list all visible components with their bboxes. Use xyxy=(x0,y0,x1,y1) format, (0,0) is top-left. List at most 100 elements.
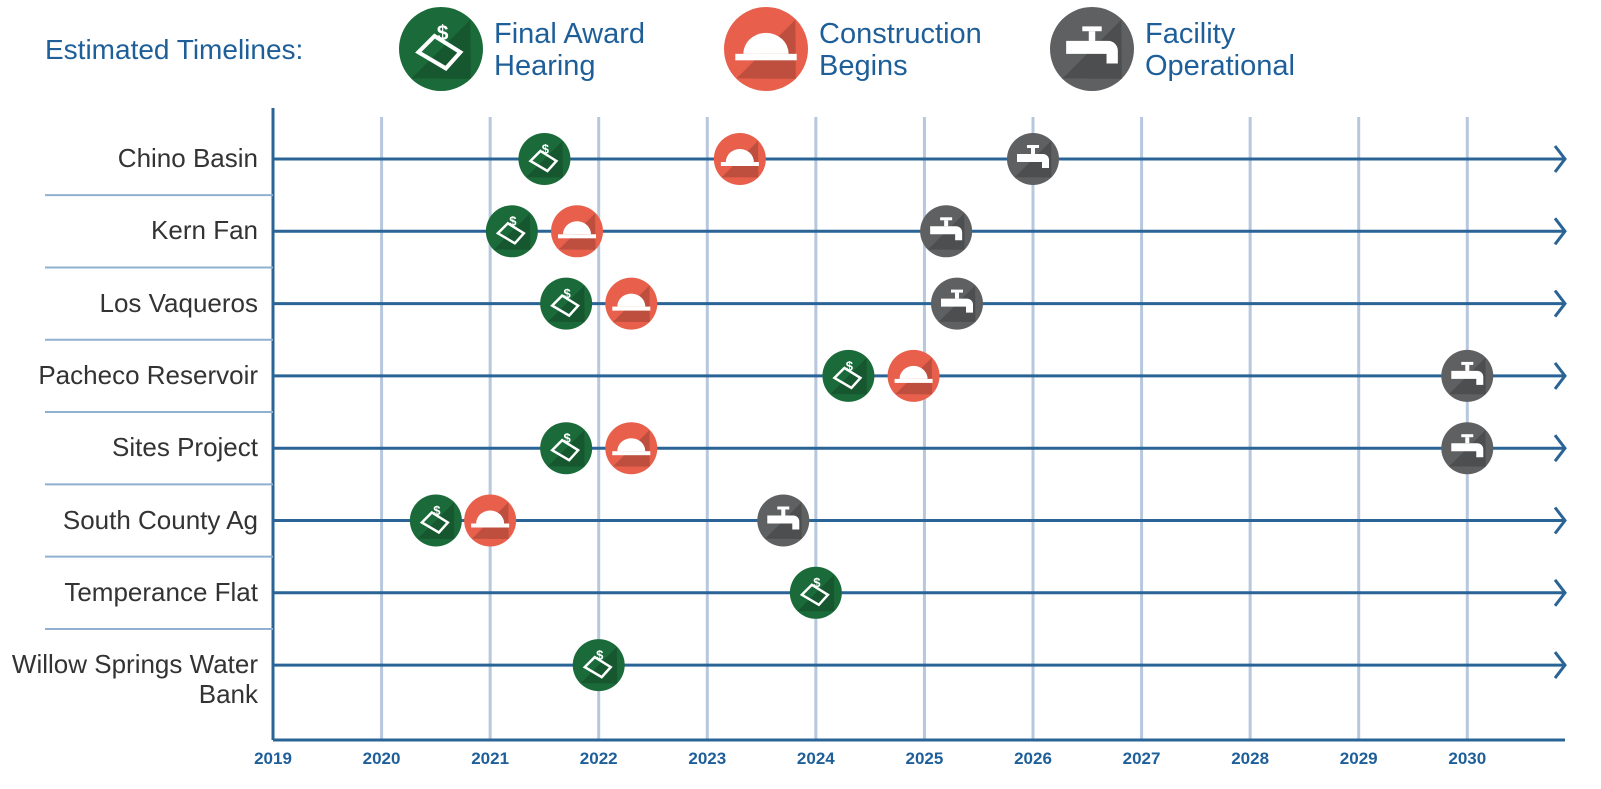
icon-glyph xyxy=(582,655,613,679)
category-label: Kern Fan xyxy=(151,215,258,246)
milestone-marker xyxy=(887,349,940,402)
icon-glyph xyxy=(471,523,510,528)
icon-glyph xyxy=(955,292,959,299)
icon-glyph xyxy=(941,298,973,313)
icon-glyph: $ xyxy=(813,575,821,590)
icon-glyph xyxy=(1088,31,1096,41)
x-tick-label: 2030 xyxy=(1448,749,1487,768)
icon-shade xyxy=(417,502,455,539)
row-arrow xyxy=(1553,145,1567,173)
row-arrow xyxy=(1553,651,1567,680)
milestone-marker xyxy=(931,277,983,330)
icon-glyph: $ xyxy=(564,431,572,446)
milestone-marker xyxy=(551,205,603,258)
icon-shade xyxy=(830,357,867,395)
milestone-marker xyxy=(757,494,810,547)
icon-glyph xyxy=(1465,437,1470,444)
marker-circle xyxy=(789,566,842,619)
marker-circle xyxy=(540,422,593,475)
category-label: Pacheco Reservoir xyxy=(38,359,258,390)
milestone-marker xyxy=(1007,133,1059,185)
legend-icon xyxy=(1050,7,1134,91)
x-tick-label: 2024 xyxy=(796,749,835,768)
legend-icon xyxy=(724,7,808,91)
icon-glyph xyxy=(1461,361,1474,365)
icon-glyph xyxy=(1451,443,1484,458)
icon-glyph xyxy=(550,294,581,318)
icon-glyph xyxy=(1461,434,1474,438)
icon-glyph xyxy=(1082,26,1102,32)
legend-label: Facility Operational xyxy=(1145,18,1295,82)
icon-glyph xyxy=(1066,40,1118,64)
category-label: South County Ag xyxy=(62,504,258,535)
x-tick-label: 2028 xyxy=(1231,749,1270,768)
row-arrow xyxy=(1553,578,1567,607)
row-arrow xyxy=(1553,361,1567,390)
icon-glyph xyxy=(1017,154,1049,168)
marker-circle xyxy=(822,349,875,402)
row-arrow xyxy=(1553,217,1567,246)
milestone-marker xyxy=(713,133,766,185)
category-label: Chino Basin xyxy=(117,143,258,174)
milestone-marker: $ xyxy=(518,133,571,185)
icon-glyph xyxy=(563,221,591,235)
icon-glyph xyxy=(743,32,789,54)
x-tick-label: 2022 xyxy=(579,749,618,768)
icon-glyph xyxy=(550,438,581,462)
category-label: Temperance Flat xyxy=(64,576,258,607)
icon-glyph xyxy=(612,451,651,456)
milestone-marker: $ xyxy=(485,205,538,258)
icon-glyph xyxy=(476,510,505,524)
category-label: Sites Project xyxy=(112,432,258,463)
row-arrow xyxy=(1553,434,1567,463)
icon-glyph: $ xyxy=(564,286,572,301)
marker-circle xyxy=(485,205,538,258)
x-tick-label: 2029 xyxy=(1339,749,1378,768)
icon-shade xyxy=(411,19,471,79)
icon-shade xyxy=(580,646,618,684)
legend-label: Final Award Hearing xyxy=(494,18,645,82)
icon-shade xyxy=(547,285,585,323)
icon-glyph: $ xyxy=(596,648,604,663)
x-tick-label: 2019 xyxy=(254,749,292,768)
x-tick-label: 2025 xyxy=(905,749,944,768)
icon-glyph xyxy=(1031,148,1035,154)
icon-glyph xyxy=(725,149,754,162)
icon-shade xyxy=(493,213,531,250)
icon-glyph xyxy=(415,33,464,71)
icon-glyph xyxy=(735,53,797,61)
icon-glyph xyxy=(944,220,949,227)
legend-icon: $ xyxy=(399,7,483,91)
milestone-marker xyxy=(920,205,973,258)
icon-glyph: $ xyxy=(433,503,441,518)
icon-shade xyxy=(797,574,835,612)
icon-glyph xyxy=(930,226,963,241)
milestone-marker: $ xyxy=(572,639,625,692)
icon-glyph: $ xyxy=(846,358,854,373)
icon-glyph xyxy=(894,378,933,383)
icon-glyph xyxy=(617,293,646,307)
milestone-marker xyxy=(605,422,658,475)
category-label: Willow Springs Water Bank xyxy=(11,649,258,710)
icon-glyph xyxy=(1465,364,1470,371)
row-arrow xyxy=(1553,289,1567,318)
icon-glyph: $ xyxy=(542,141,550,156)
category-label: Los Vaqueros xyxy=(99,287,258,318)
marker-circle xyxy=(409,494,462,547)
marker-circle xyxy=(540,277,593,330)
x-tick-label: 2026 xyxy=(1014,749,1052,768)
icon-glyph xyxy=(612,306,651,311)
x-tick-label: 2021 xyxy=(471,749,510,768)
milestone-marker xyxy=(1441,349,1494,402)
icon-glyph xyxy=(777,506,790,510)
icon-glyph xyxy=(617,438,646,452)
milestone-marker xyxy=(605,277,658,330)
icon-shade xyxy=(526,140,563,178)
icon-glyph xyxy=(495,221,526,245)
icon-glyph xyxy=(720,162,759,166)
icon-glyph xyxy=(899,365,928,379)
icon-glyph xyxy=(1027,145,1039,148)
icon-shade xyxy=(547,430,585,467)
